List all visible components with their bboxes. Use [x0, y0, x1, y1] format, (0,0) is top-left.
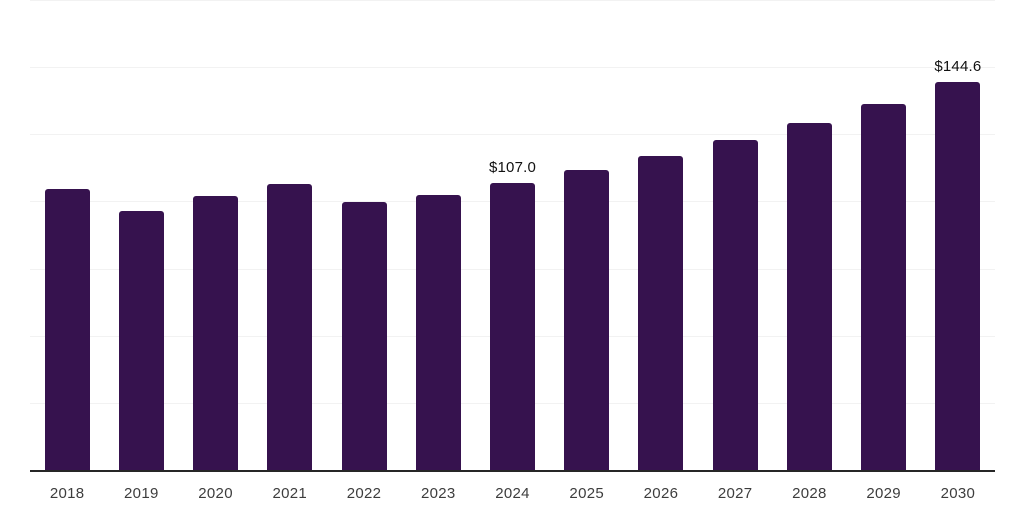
bar-2024	[490, 182, 535, 470]
gridline	[30, 67, 995, 68]
bar-2028	[786, 122, 832, 470]
gridline	[30, 134, 995, 135]
bar-2030	[935, 81, 981, 470]
x-tick-label-2027: 2027	[717, 485, 753, 502]
bar-2029	[861, 104, 907, 470]
x-tick-label-2025: 2025	[569, 485, 604, 502]
gridline	[30, 0, 995, 1]
bar-2020	[193, 196, 239, 470]
x-tick-label-2029: 2029	[866, 485, 901, 502]
bar-2027	[712, 140, 758, 470]
x-tick-label-2024: 2024	[495, 485, 530, 502]
x-tick-label-2022: 2022	[346, 485, 382, 502]
bar-2018	[44, 189, 90, 470]
x-axis-line	[30, 470, 995, 472]
x-tick-label-2020: 2020	[198, 485, 233, 502]
bar-2025	[564, 169, 610, 470]
x-tick-label-2021: 2021	[272, 485, 308, 502]
x-tick-label-2030: 2030	[940, 485, 976, 502]
bar-2021	[267, 184, 313, 470]
x-tick-label-2028: 2028	[792, 485, 827, 502]
x-tick-label-2018: 2018	[49, 485, 85, 502]
x-tick-label-2019: 2019	[124, 485, 159, 502]
bar-2023	[415, 194, 461, 470]
bar-2019	[118, 210, 164, 470]
x-tick-label-2023: 2023	[420, 485, 456, 502]
x-tick-label-2026: 2026	[643, 485, 679, 502]
bar-value-label-2030: $144.6	[934, 57, 982, 75]
bar-2022	[341, 202, 387, 470]
bar-2026	[638, 156, 684, 470]
bar-value-label-2024: $107.0	[488, 158, 537, 176]
